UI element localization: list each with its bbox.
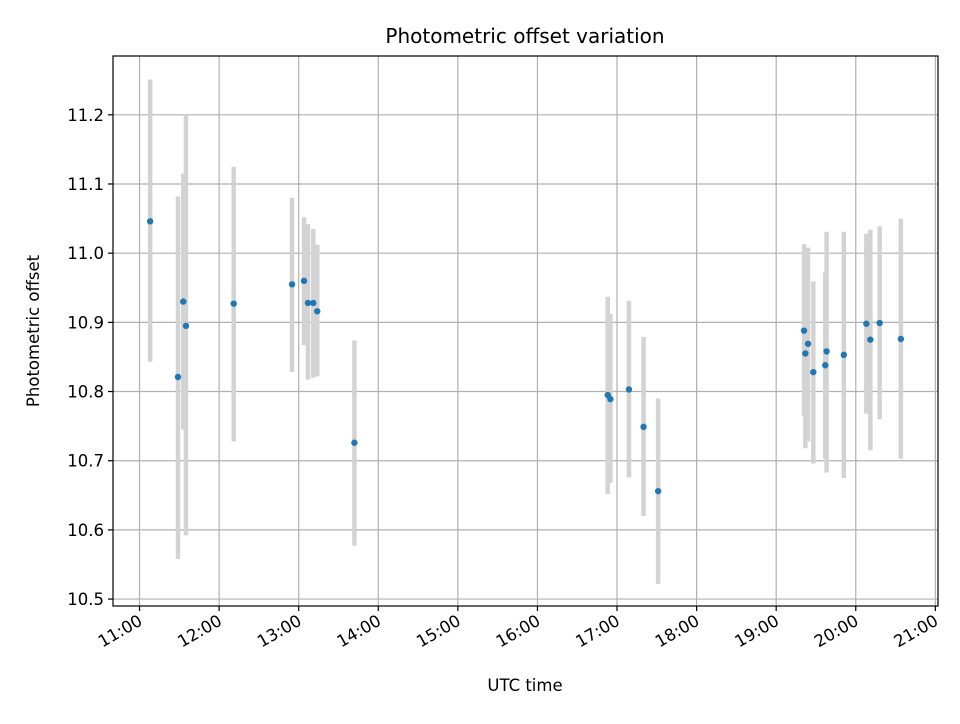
data-point [863,320,870,327]
data-points [146,218,905,495]
plot-area [113,56,938,606]
y-tick-label: 10.5 [67,590,104,609]
data-point [876,319,883,327]
data-point [314,308,321,315]
data-point [288,281,296,288]
y-axis-ticks: 10.5 10.6 10.7 10.8 10.9 11.0 11.1 11.2 [67,106,113,609]
data-point [146,218,154,225]
y-tick-label: 10.9 [67,313,104,332]
chart-title: Photometric offset variation [385,24,664,48]
data-point [625,386,633,393]
data-point [174,373,182,381]
data-point [304,299,312,307]
data-point [230,300,237,307]
data-point [351,439,358,446]
data-point [897,335,905,343]
data-point [310,299,317,307]
data-point [180,298,187,305]
data-point [607,395,614,403]
plot-frame [112,55,939,607]
data-point [804,340,812,347]
data-point [867,336,874,343]
data-point [802,350,809,357]
data-point [640,423,647,431]
y-tick-label: 10.7 [67,452,104,471]
y-tick-label: 10.8 [67,383,104,402]
y-tick-label: 11.1 [67,175,104,194]
data-point [823,348,830,355]
data-point [182,322,190,330]
data-point [810,368,817,376]
y-axis-label: Photometric offset [24,254,43,407]
y-tick-label: 10.6 [67,521,104,540]
x-axis-label: UTC time [487,676,562,695]
data-point [822,362,829,369]
y-tick-label: 11.2 [67,106,104,125]
y-tick-label: 11.0 [67,244,104,263]
data-point [800,327,808,334]
data-point [300,277,308,285]
data-point [654,487,662,495]
data-point [840,351,848,359]
grid [113,56,938,606]
